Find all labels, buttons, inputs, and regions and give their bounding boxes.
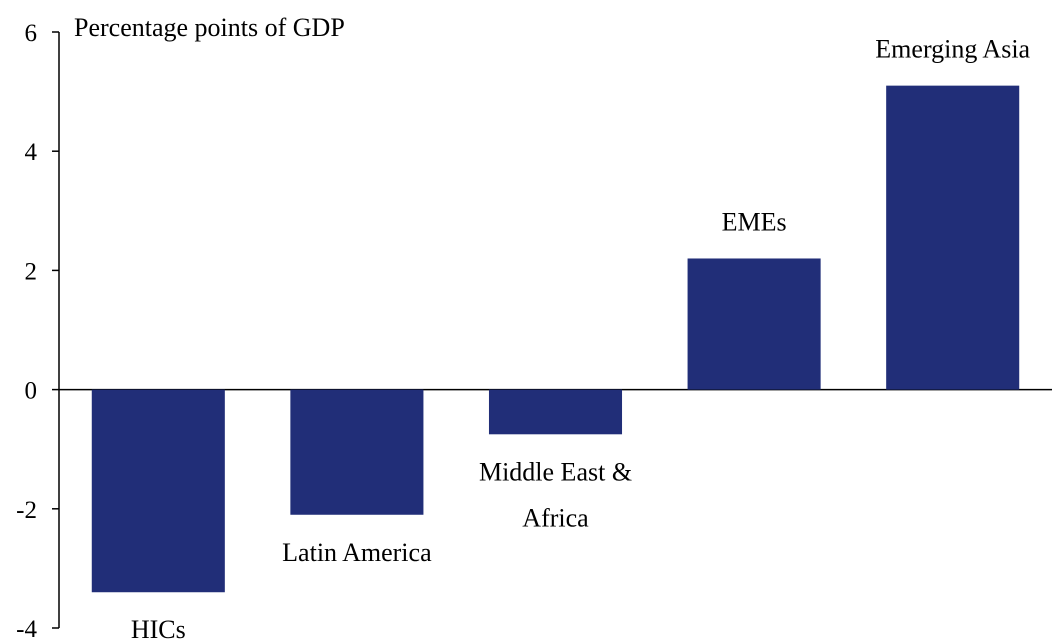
bar — [92, 390, 225, 593]
bar-label: Middle East & — [479, 457, 632, 486]
y-tick-label: 6 — [25, 20, 38, 47]
bar — [290, 390, 423, 515]
bar-label: EMEs — [722, 207, 787, 236]
y-unit-label: Percentage points of GDP — [74, 13, 345, 42]
bar — [489, 390, 622, 435]
bar — [886, 86, 1019, 390]
bar-label: Africa — [522, 503, 589, 532]
y-tick-label: -4 — [16, 616, 37, 643]
bar-label: HICs — [131, 615, 186, 644]
y-tick-label: 2 — [25, 258, 38, 285]
bar-label: Latin America — [282, 538, 432, 567]
y-tick-label: -2 — [16, 497, 37, 524]
bar-label: Emerging Asia — [875, 35, 1030, 64]
y-tick-label: 4 — [25, 139, 38, 166]
y-tick-label: 0 — [25, 378, 38, 405]
bar — [688, 258, 821, 389]
